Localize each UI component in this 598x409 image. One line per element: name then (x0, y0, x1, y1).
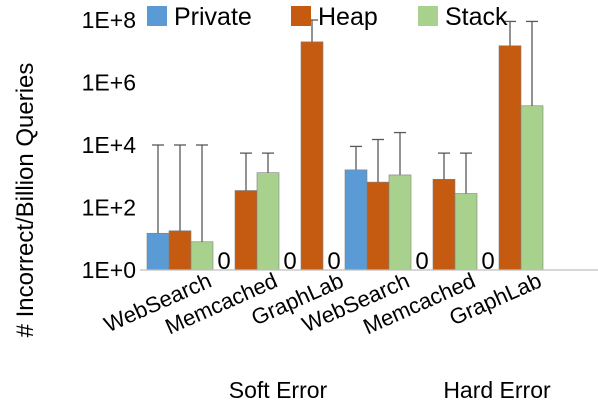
bar-heap (168, 230, 192, 271)
legend-label: Private (174, 3, 252, 31)
y-tick-label: 1E+0 (82, 257, 136, 283)
y-axis: 1E+0 1E+2 1E+4 1E+6 1E+8 (82, 7, 137, 283)
legend-label: Stack (445, 3, 508, 31)
group-label: Soft Error (229, 377, 328, 403)
zero-value-label: 0 (283, 248, 296, 275)
y-tick-label: 1E+6 (82, 70, 136, 96)
bar-stack (520, 105, 544, 271)
bar-stack (256, 172, 280, 271)
zero-value-label: 0 (217, 248, 230, 275)
y-axis-label: # Incorrect/Billion Queries (12, 63, 39, 338)
legend-label: Heap (318, 3, 378, 31)
bar-stack (190, 241, 214, 271)
y-tick-label: 1E+8 (82, 7, 136, 33)
zero-value-label: 0 (481, 248, 494, 275)
bar-heap (366, 181, 390, 271)
legend-swatch (291, 6, 311, 26)
bar-private (344, 169, 368, 271)
bar-heap (432, 178, 456, 271)
legend: Private Heap Stack (147, 3, 508, 31)
bar-stack (454, 193, 478, 271)
zero-value-label: 0 (415, 248, 428, 275)
plot-area: 0 0 0 0 0 (140, 19, 598, 275)
y-tick-label: 1E+4 (82, 132, 137, 158)
legend-swatch (418, 6, 438, 26)
bar-heap (498, 45, 522, 271)
bar-private (146, 232, 170, 271)
group-label: Hard Error (443, 377, 551, 403)
x-axis: WebSearchMemcachedGraphLabWebSearchMemca… (100, 268, 551, 403)
y-tick-label: 1E+2 (82, 195, 136, 221)
zero-value-label: 0 (327, 248, 340, 275)
bar-stack (388, 174, 412, 271)
legend-swatch (147, 6, 167, 26)
bar-heap (234, 190, 258, 271)
bar-heap (300, 41, 324, 271)
